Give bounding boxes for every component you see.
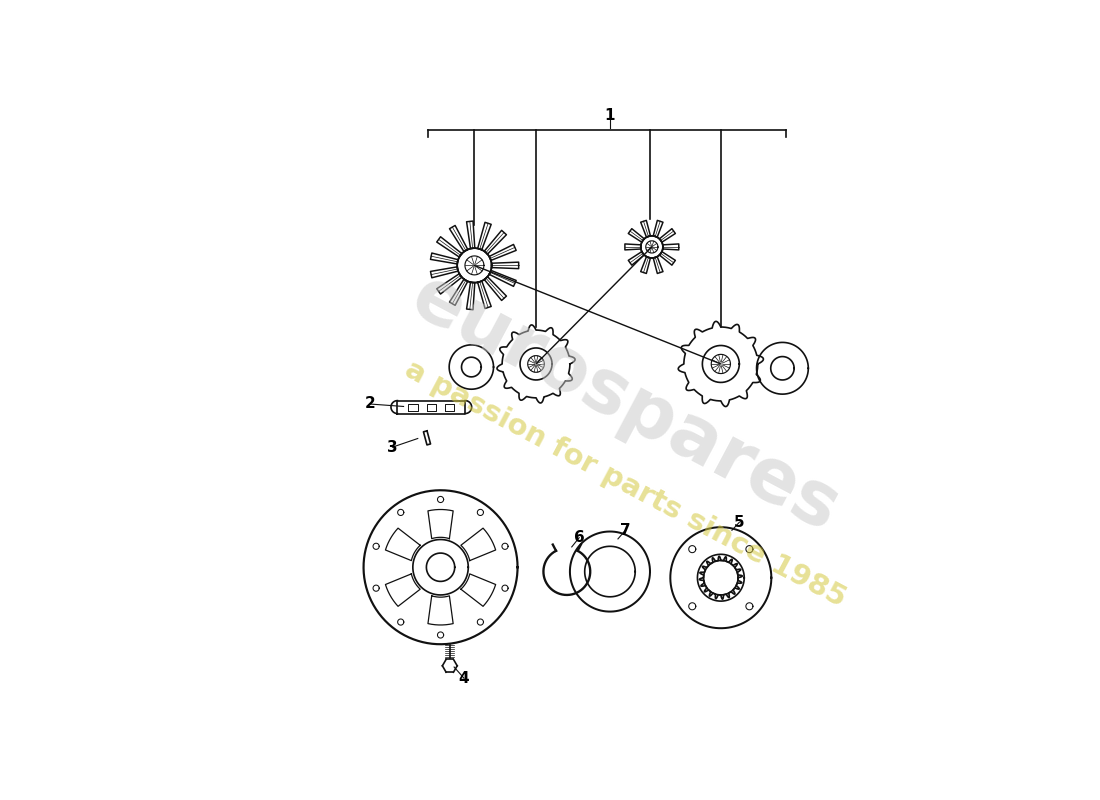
Text: a passion for parts since 1985: a passion for parts since 1985 <box>400 355 850 613</box>
Text: 6: 6 <box>574 530 584 545</box>
Text: 1: 1 <box>605 108 615 123</box>
Text: 7: 7 <box>620 522 630 538</box>
Text: 3: 3 <box>387 440 398 454</box>
Text: 4: 4 <box>459 670 470 686</box>
Text: 5: 5 <box>734 514 745 530</box>
Text: eurospares: eurospares <box>399 261 851 547</box>
Text: 2: 2 <box>364 397 375 411</box>
